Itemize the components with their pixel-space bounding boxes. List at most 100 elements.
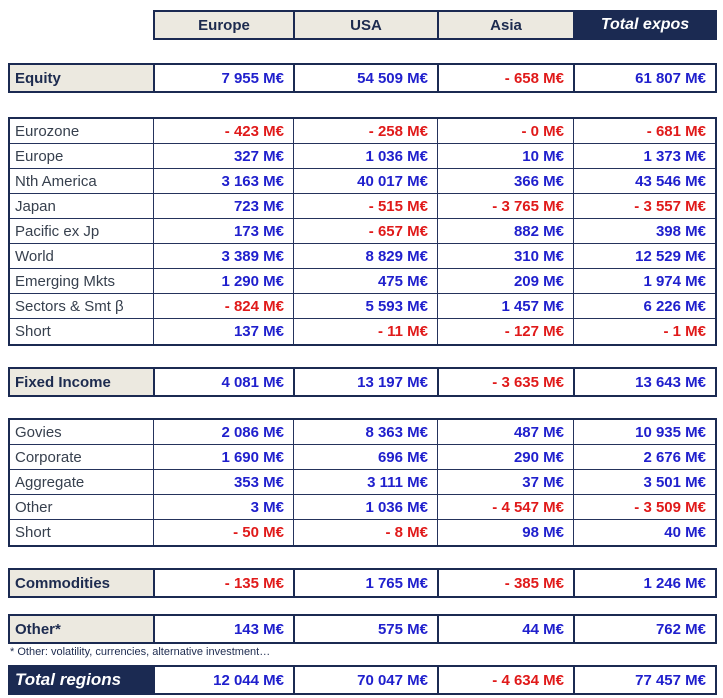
- value-cell: - 4 547 M€: [437, 495, 573, 519]
- value-cell: 882 M€: [437, 219, 573, 243]
- value-cell: - 8 M€: [293, 520, 437, 545]
- value-cell: 12 044 M€: [153, 667, 293, 693]
- section-row-other: Other* 143 M€ 575 M€ 44 M€ 762 M€: [8, 614, 717, 644]
- value-cell: 1 036 M€: [293, 144, 437, 168]
- value-cell: - 824 M€: [153, 294, 293, 318]
- value-cell: 44 M€: [437, 616, 573, 642]
- value-cell: - 11 M€: [293, 319, 437, 344]
- column-header-total-expos: Total expos: [573, 12, 715, 38]
- table-row: Other* 143 M€ 575 M€ 44 M€ 762 M€: [10, 616, 715, 642]
- column-header-usa: USA: [293, 12, 437, 38]
- column-header-table: Europe USA Asia Total expos: [153, 10, 717, 40]
- value-cell: 40 017 M€: [293, 169, 437, 193]
- value-cell: 10 935 M€: [573, 420, 715, 444]
- table-row: Govies 2 086 M€ 8 363 M€ 487 M€ 10 935 M€: [10, 420, 715, 445]
- column-header-row: Europe USA Asia Total expos: [155, 12, 715, 38]
- section-label-commodities: Commodities: [10, 570, 153, 596]
- value-cell: - 515 M€: [293, 194, 437, 218]
- value-cell: 1 690 M€: [153, 445, 293, 469]
- value-cell: - 258 M€: [293, 119, 437, 143]
- section-label-fixed-income: Fixed Income: [10, 369, 153, 395]
- value-cell: - 3 557 M€: [573, 194, 715, 218]
- value-cell: 310 M€: [437, 244, 573, 268]
- row-label: Europe: [15, 147, 64, 165]
- table-row: World 3 389 M€ 8 829 M€ 310 M€ 12 529 M€: [10, 244, 715, 269]
- value-cell: 137 M€: [153, 319, 293, 344]
- value-cell: 8 363 M€: [293, 420, 437, 444]
- table-row: Aggregate 353 M€ 3 111 M€ 37 M€ 3 501 M€: [10, 470, 715, 495]
- value-cell: 290 M€: [437, 445, 573, 469]
- value-cell: 6 226 M€: [573, 294, 715, 318]
- row-label: Emerging Mkts: [15, 272, 116, 290]
- value-cell: - 657 M€: [293, 219, 437, 243]
- value-cell: 1 373 M€: [573, 144, 715, 168]
- row-label: Short: [15, 524, 51, 541]
- table-row: Equity 7 955 M€ 54 509 M€ - 658 M€ 61 80…: [10, 65, 715, 91]
- value-cell: - 1 M€: [573, 319, 715, 344]
- table-row: Corporate 1 690 M€ 696 M€ 290 M€ 2 676 M€: [10, 445, 715, 470]
- value-cell: - 3 509 M€: [573, 495, 715, 519]
- value-cell: - 127 M€: [437, 319, 573, 344]
- table-row: Sectors & Smt β - 824 M€ 5 593 M€ 1 457 M€ 6…: [10, 294, 715, 319]
- table-row: Fixed Income 4 081 M€ 13 197 M€ - 3 635 …: [10, 369, 715, 395]
- value-cell: - 50 M€: [153, 520, 293, 545]
- footnote: * Other: volatility, currencies, alterna…: [10, 646, 271, 658]
- value-cell: - 3 765 M€: [437, 194, 573, 218]
- row-label: Short: [15, 323, 51, 340]
- value-cell: 13 197 M€: [293, 369, 437, 395]
- value-cell: 366 M€: [437, 169, 573, 193]
- value-cell: 209 M€: [437, 269, 573, 293]
- value-cell: 4 081 M€: [153, 369, 293, 395]
- value-cell: - 681 M€: [573, 119, 715, 143]
- section-row-total-regions: Total regions 12 044 M€ 70 047 M€ - 4 63…: [8, 665, 717, 695]
- table-row: Short 137 M€ - 11 M€ - 127 M€ - 1 M€: [10, 319, 715, 344]
- value-cell: 1 457 M€: [437, 294, 573, 318]
- value-cell: 70 047 M€: [293, 667, 437, 693]
- value-cell: 7 955 M€: [153, 65, 293, 91]
- value-cell: 398 M€: [573, 219, 715, 243]
- row-label: World: [15, 247, 54, 265]
- table-row: Commodities - 135 M€ 1 765 M€ - 385 M€ 1…: [10, 570, 715, 596]
- value-cell: 327 M€: [153, 144, 293, 168]
- row-label: Govies: [15, 423, 62, 441]
- value-cell: 723 M€: [153, 194, 293, 218]
- row-label: Nth America: [15, 172, 97, 190]
- value-cell: - 4 634 M€: [437, 667, 573, 693]
- value-cell: 2 086 M€: [153, 420, 293, 444]
- value-cell: 77 457 M€: [573, 667, 715, 693]
- section-label-equity: Equity: [10, 65, 153, 91]
- table-row: Total regions 12 044 M€ 70 047 M€ - 4 63…: [10, 667, 715, 693]
- table-row: Eurozone - 423 M€ - 258 M€ - 0 M€ - 681 M€: [10, 119, 715, 144]
- value-cell: 5 593 M€: [293, 294, 437, 318]
- section-label-other: Other*: [10, 616, 153, 642]
- value-cell: 37 M€: [437, 470, 573, 494]
- value-cell: 1 036 M€: [293, 495, 437, 519]
- value-cell: 475 M€: [293, 269, 437, 293]
- value-cell: 173 M€: [153, 219, 293, 243]
- row-label: Corporate: [15, 448, 82, 466]
- value-cell: 1 290 M€: [153, 269, 293, 293]
- row-label: Sectors & Smt β: [15, 297, 124, 315]
- value-cell: 1 246 M€: [573, 570, 715, 596]
- value-cell: 1 974 M€: [573, 269, 715, 293]
- value-cell: - 3 635 M€: [437, 369, 573, 395]
- value-cell: 43 546 M€: [573, 169, 715, 193]
- table-row: Europe 327 M€ 1 036 M€ 10 M€ 1 373 M€: [10, 144, 715, 169]
- section-row-equity: Equity 7 955 M€ 54 509 M€ - 658 M€ 61 80…: [8, 63, 717, 93]
- value-cell: 13 643 M€: [573, 369, 715, 395]
- value-cell: - 385 M€: [437, 570, 573, 596]
- value-cell: 3 M€: [153, 495, 293, 519]
- column-header-europe: Europe: [155, 12, 293, 38]
- value-cell: 143 M€: [153, 616, 293, 642]
- value-cell: 98 M€: [437, 520, 573, 545]
- value-cell: 54 509 M€: [293, 65, 437, 91]
- table-row: Japan 723 M€ - 515 M€ - 3 765 M€ - 3 557 M€: [10, 194, 715, 219]
- value-cell: 353 M€: [153, 470, 293, 494]
- value-cell: - 658 M€: [437, 65, 573, 91]
- column-header-asia: Asia: [437, 12, 573, 38]
- value-cell: 3 163 M€: [153, 169, 293, 193]
- value-cell: - 0 M€: [437, 119, 573, 143]
- section-row-fixed-income: Fixed Income 4 081 M€ 13 197 M€ - 3 635 …: [8, 367, 717, 397]
- row-label: Other: [15, 498, 53, 516]
- section-label-total-regions: Total regions: [10, 667, 153, 693]
